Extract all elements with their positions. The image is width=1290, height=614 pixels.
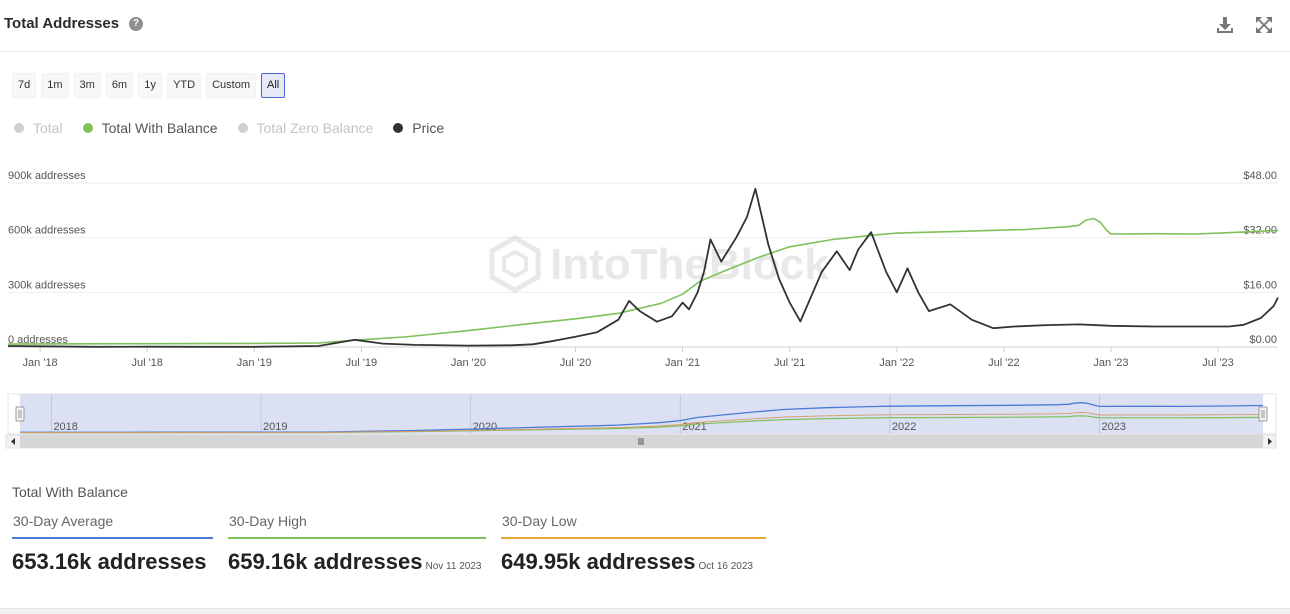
x-axis: Jan '18 Jul '18 Jan '19 Jul '19 Jan '20 Jul '…	[23, 347, 1234, 369]
bottom-divider	[0, 608, 1290, 614]
series-line-total-with-balance	[7, 217, 1279, 345]
legend-item-total-zero-balance[interactable]: Total Zero Balance	[237, 120, 374, 136]
navigator-right-handle[interactable]	[1258, 406, 1268, 422]
legend-dot	[237, 123, 248, 133]
stat-value-text: 649.95k addresses	[501, 549, 696, 574]
x-tick-label: Jul '23	[1202, 357, 1233, 369]
stat-underline	[12, 537, 213, 539]
stat-value: 653.16k addresses	[12, 549, 213, 575]
question-circle-icon[interactable]: ?	[129, 17, 143, 31]
y-right-tick-label: $48.00	[1243, 170, 1277, 182]
stat-underline	[501, 537, 766, 539]
x-tick-label: Jan '21	[665, 357, 700, 369]
x-tick-label: Jul '20	[560, 357, 591, 369]
arrow-right-icon[interactable]	[1268, 438, 1272, 445]
stat-date: Oct 16 2023	[698, 561, 753, 572]
stat-underline	[228, 537, 486, 539]
y-left-tick-label: 900k addresses	[8, 170, 86, 182]
legend-label: Total	[33, 120, 63, 136]
legend-item-total-with-balance[interactable]: Total With Balance	[82, 120, 218, 136]
legend-dot	[14, 123, 24, 133]
legend-label: Total With Balance	[101, 120, 218, 136]
legend-item-total[interactable]: Total	[14, 120, 63, 136]
navigator-year-label: 2022	[892, 421, 916, 433]
stat-value: 649.95k addresses Oct 16 2023	[501, 549, 766, 575]
grid-lines	[8, 182, 1278, 348]
time-range-selector: 7d 1m 3m 6m 1y YTD Custom All	[12, 73, 286, 98]
watermark: IntoTheBlock	[489, 235, 829, 293]
page-title: Total Addresses	[4, 15, 120, 32]
stat-30-day-low: 30-Day Low 649.95k addresses Oct 16 2023	[501, 513, 766, 575]
stat-30-day-high: 30-Day High 659.16k addresses Nov 11 2023	[228, 513, 486, 575]
watermark-text: IntoTheBlock	[550, 240, 829, 289]
range-all-button[interactable]: All	[261, 73, 286, 98]
navigator-year-label: 2023	[1102, 421, 1126, 433]
stat-label: 30-Day Average	[13, 513, 114, 529]
y-left-tick-label: 600k addresses	[8, 225, 86, 237]
x-tick-label: Jan '18	[23, 357, 58, 369]
stat-label: 30-Day High	[229, 513, 307, 529]
legend-item-price[interactable]: Price	[393, 120, 444, 136]
chart-legend: Total Total With Balance Total Zero Bala…	[14, 120, 444, 136]
navigator-year-label: 2018	[53, 421, 77, 433]
stat-30-day-average: 30-Day Average 653.16k addresses	[12, 513, 213, 575]
stats-section: Total With Balance 30-Day Average 653.16…	[12, 484, 792, 584]
x-tick-label: Jul '19	[346, 357, 377, 369]
stats-title: Total With Balance	[12, 484, 128, 500]
y-left-tick-label: 300k addresses	[8, 279, 86, 291]
stat-date: Nov 11 2023	[425, 561, 482, 572]
range-1y-button[interactable]: 1y	[138, 73, 163, 98]
legend-label: Price	[412, 120, 445, 136]
stat-value: 659.16k addresses Nov 11 2023	[228, 549, 486, 575]
navigator-left-handle[interactable]	[15, 406, 25, 422]
stat-value-text: 653.16k addresses	[12, 549, 207, 574]
range-3m-button[interactable]: 3m	[73, 73, 101, 98]
x-tick-label: Jul '22	[988, 357, 1019, 369]
x-tick-label: Jul '18	[131, 357, 162, 369]
navigator-series	[20, 402, 1264, 434]
navigator-series-total	[20, 402, 1264, 433]
range-ytd-button[interactable]: YTD	[167, 73, 202, 98]
legend-dot	[393, 123, 404, 133]
legend-label: Total Zero Balance	[256, 120, 374, 136]
download-icon[interactable]	[1214, 14, 1236, 36]
range-6m-button[interactable]: 6m	[105, 73, 134, 98]
stat-value-text: 659.16k addresses	[228, 549, 423, 574]
range-7d-button[interactable]: 7d	[12, 73, 37, 98]
range-1m-button[interactable]: 1m	[41, 73, 69, 98]
stat-label: 30-Day Low	[502, 513, 577, 529]
y-left-tick-label: 0 addresses	[8, 334, 68, 346]
x-tick-label: Jan '23	[1093, 357, 1128, 369]
range-custom-button[interactable]: Custom	[206, 73, 256, 98]
x-tick-label: Jul '21	[774, 357, 805, 369]
series-line-price	[7, 187, 1279, 348]
right-axis: $0.00$16.00$32.00$48.00	[1243, 170, 1277, 346]
fullscreen-icon[interactable]	[1253, 14, 1275, 36]
main-chart[interactable]: IntoTheBlock 0 addresses 300k addresses 60…	[0, 170, 1290, 375]
drag-grip-icon[interactable]	[638, 438, 644, 445]
arrow-left-icon[interactable]	[11, 438, 15, 445]
navigator-series-zero-balance	[20, 412, 1264, 433]
left-axis: 0 addresses 300k addresses 600k addresses 9…	[8, 170, 86, 346]
x-tick-label: Jan '19	[237, 357, 272, 369]
navigator-year-label: 2019	[263, 421, 287, 433]
series-layer	[7, 187, 1279, 348]
x-tick-label: Jan '22	[879, 357, 914, 369]
range-navigator[interactable]: 2018 2019 2020 2021 2022 2023	[0, 392, 1290, 450]
panel-header: Total Addresses ?	[0, 0, 1290, 52]
legend-dot	[82, 123, 93, 133]
x-tick-label: Jan '20	[451, 357, 486, 369]
y-right-tick-label: $16.00	[1243, 279, 1277, 291]
y-right-tick-label: $0.00	[1249, 334, 1277, 346]
